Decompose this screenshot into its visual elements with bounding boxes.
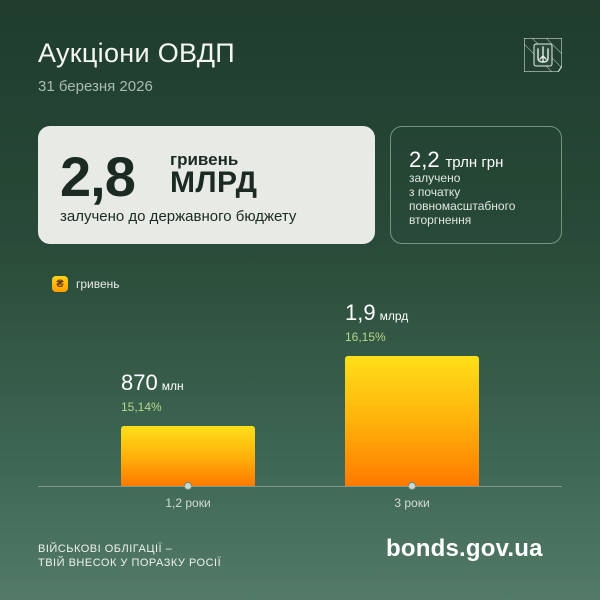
total-amount: 2,8 — [60, 145, 136, 208]
slogan-line: ВІЙСЬКОВІ ОБЛІГАЦІЇ – — [38, 543, 173, 555]
caption-line: з початку — [409, 185, 461, 199]
bar-value-label: 870 млн — [121, 370, 184, 396]
total-raised-card: 2,8 гривень МЛРД залучено до державного … — [38, 126, 375, 244]
caption-line: повномасштабного — [409, 199, 516, 213]
page-title: Аукціони ОВДП — [38, 38, 235, 68]
chart-bar — [121, 426, 255, 486]
bar-value-label: 1,9 млрд — [345, 300, 408, 326]
chart-bar — [345, 356, 479, 486]
since-invasion-value: 2,2 — [409, 147, 440, 172]
footer-slogan: ВІЙСЬКОВІ ОБЛІГАЦІЇ – ТВІЙ ВНЕСОК У ПОРА… — [38, 542, 221, 570]
legend-label: гривень — [76, 277, 120, 291]
since-invasion-amount: 2,2 трлн грн — [409, 147, 503, 173]
total-caption: залучено до державного бюджету — [60, 208, 297, 225]
footer-site-link[interactable]: bonds.gov.ua — [386, 535, 543, 562]
total-currency: гривень — [170, 150, 239, 169]
caption-line: вторгнення — [409, 213, 472, 227]
bar-yield-label: 15,14% — [121, 400, 162, 414]
axis-tick-dot — [184, 482, 192, 490]
axis-tick-label: 1,2 роки — [165, 496, 211, 510]
total-unit: МЛРД — [170, 166, 258, 199]
axis-tick-dot — [408, 482, 416, 490]
chart-axis-line — [38, 486, 562, 487]
slogan-line: ТВІЙ ВНЕСОК У ПОРАЗКУ РОСІЇ — [38, 557, 222, 569]
since-invasion-caption: залучено з початку повномасштабного втор… — [409, 171, 559, 227]
caption-line: залучено — [409, 171, 461, 185]
since-invasion-card: 2,2 трлн грн залучено з початку повномас… — [390, 126, 562, 244]
page-date: 31 березня 2026 — [38, 78, 153, 95]
axis-tick-label: 3 роки — [394, 496, 430, 510]
bar-value-unit: млн — [161, 379, 184, 393]
trident-emblem-icon — [523, 37, 563, 75]
chart-legend: ₴ гривень — [52, 276, 120, 292]
bar-value: 1,9 — [345, 300, 376, 325]
bar-value: 870 — [121, 370, 158, 395]
hryvnia-coin-icon: ₴ — [52, 276, 68, 292]
bar-yield-label: 16,15% — [345, 330, 386, 344]
since-invasion-unit: трлн грн — [445, 154, 504, 171]
bar-value-unit: млрд — [379, 309, 409, 323]
